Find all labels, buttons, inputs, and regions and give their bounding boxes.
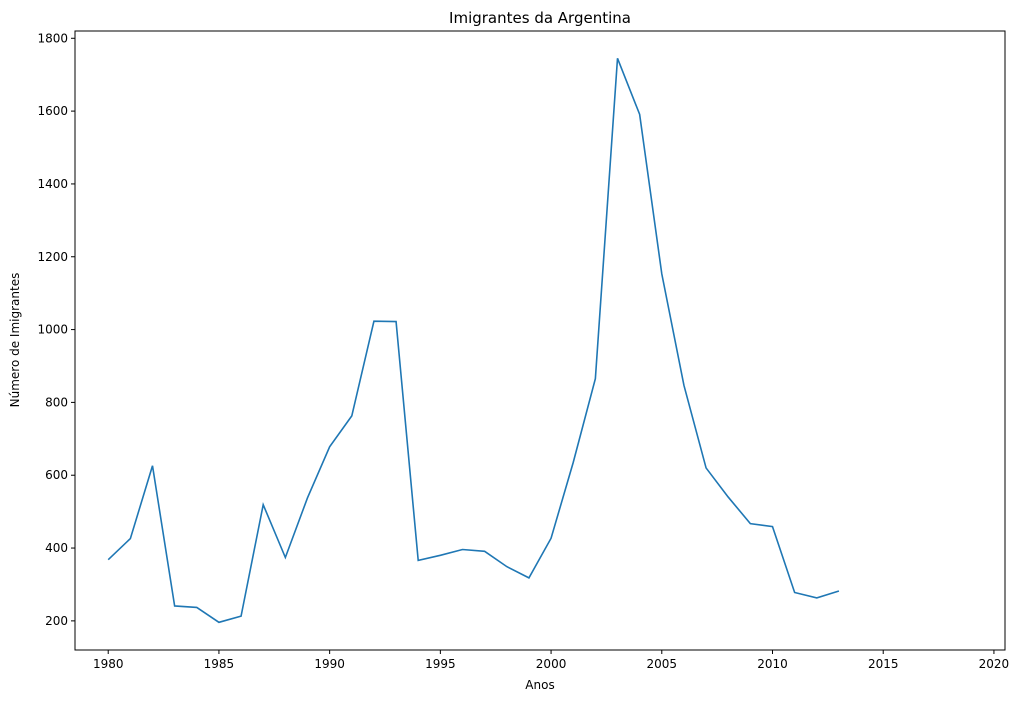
x-tick-label: 2010 xyxy=(757,657,788,671)
plot-area xyxy=(74,30,1006,651)
x-tick-label: 2015 xyxy=(868,657,899,671)
y-tick-label: 800 xyxy=(45,395,68,409)
x-tick-label: 2000 xyxy=(536,657,567,671)
y-tick-label: 1200 xyxy=(37,250,68,264)
y-tick-label: 600 xyxy=(45,468,68,482)
series-line xyxy=(107,58,840,624)
x-tick-label: 1995 xyxy=(425,657,456,671)
x-tick-label: 1990 xyxy=(314,657,345,671)
y-tick-label: 400 xyxy=(45,541,68,555)
x-tick-label: 1980 xyxy=(93,657,124,671)
y-tick-label: 200 xyxy=(45,614,68,628)
y-axis-label: Número de Imigrantes xyxy=(8,273,22,408)
x-tick-label: 1985 xyxy=(204,657,235,671)
y-tick-label: 1600 xyxy=(37,104,68,118)
x-axis: 1980 1985 1990 1995 2000 2005 2010 2015 2020 xyxy=(93,650,1009,671)
y-tick-label: 1800 xyxy=(37,31,68,45)
chart-title: Imigrantes da Argentina xyxy=(449,9,631,27)
x-tick-label: 2005 xyxy=(647,657,678,671)
y-tick-label: 1000 xyxy=(37,323,68,337)
x-axis-label: Anos xyxy=(525,678,554,692)
y-axis: 200 400 600 800 1000 1200 1400 1600 1800 xyxy=(37,31,75,628)
x-tick-label: 2020 xyxy=(979,657,1010,671)
y-tick-label: 1400 xyxy=(37,177,68,191)
